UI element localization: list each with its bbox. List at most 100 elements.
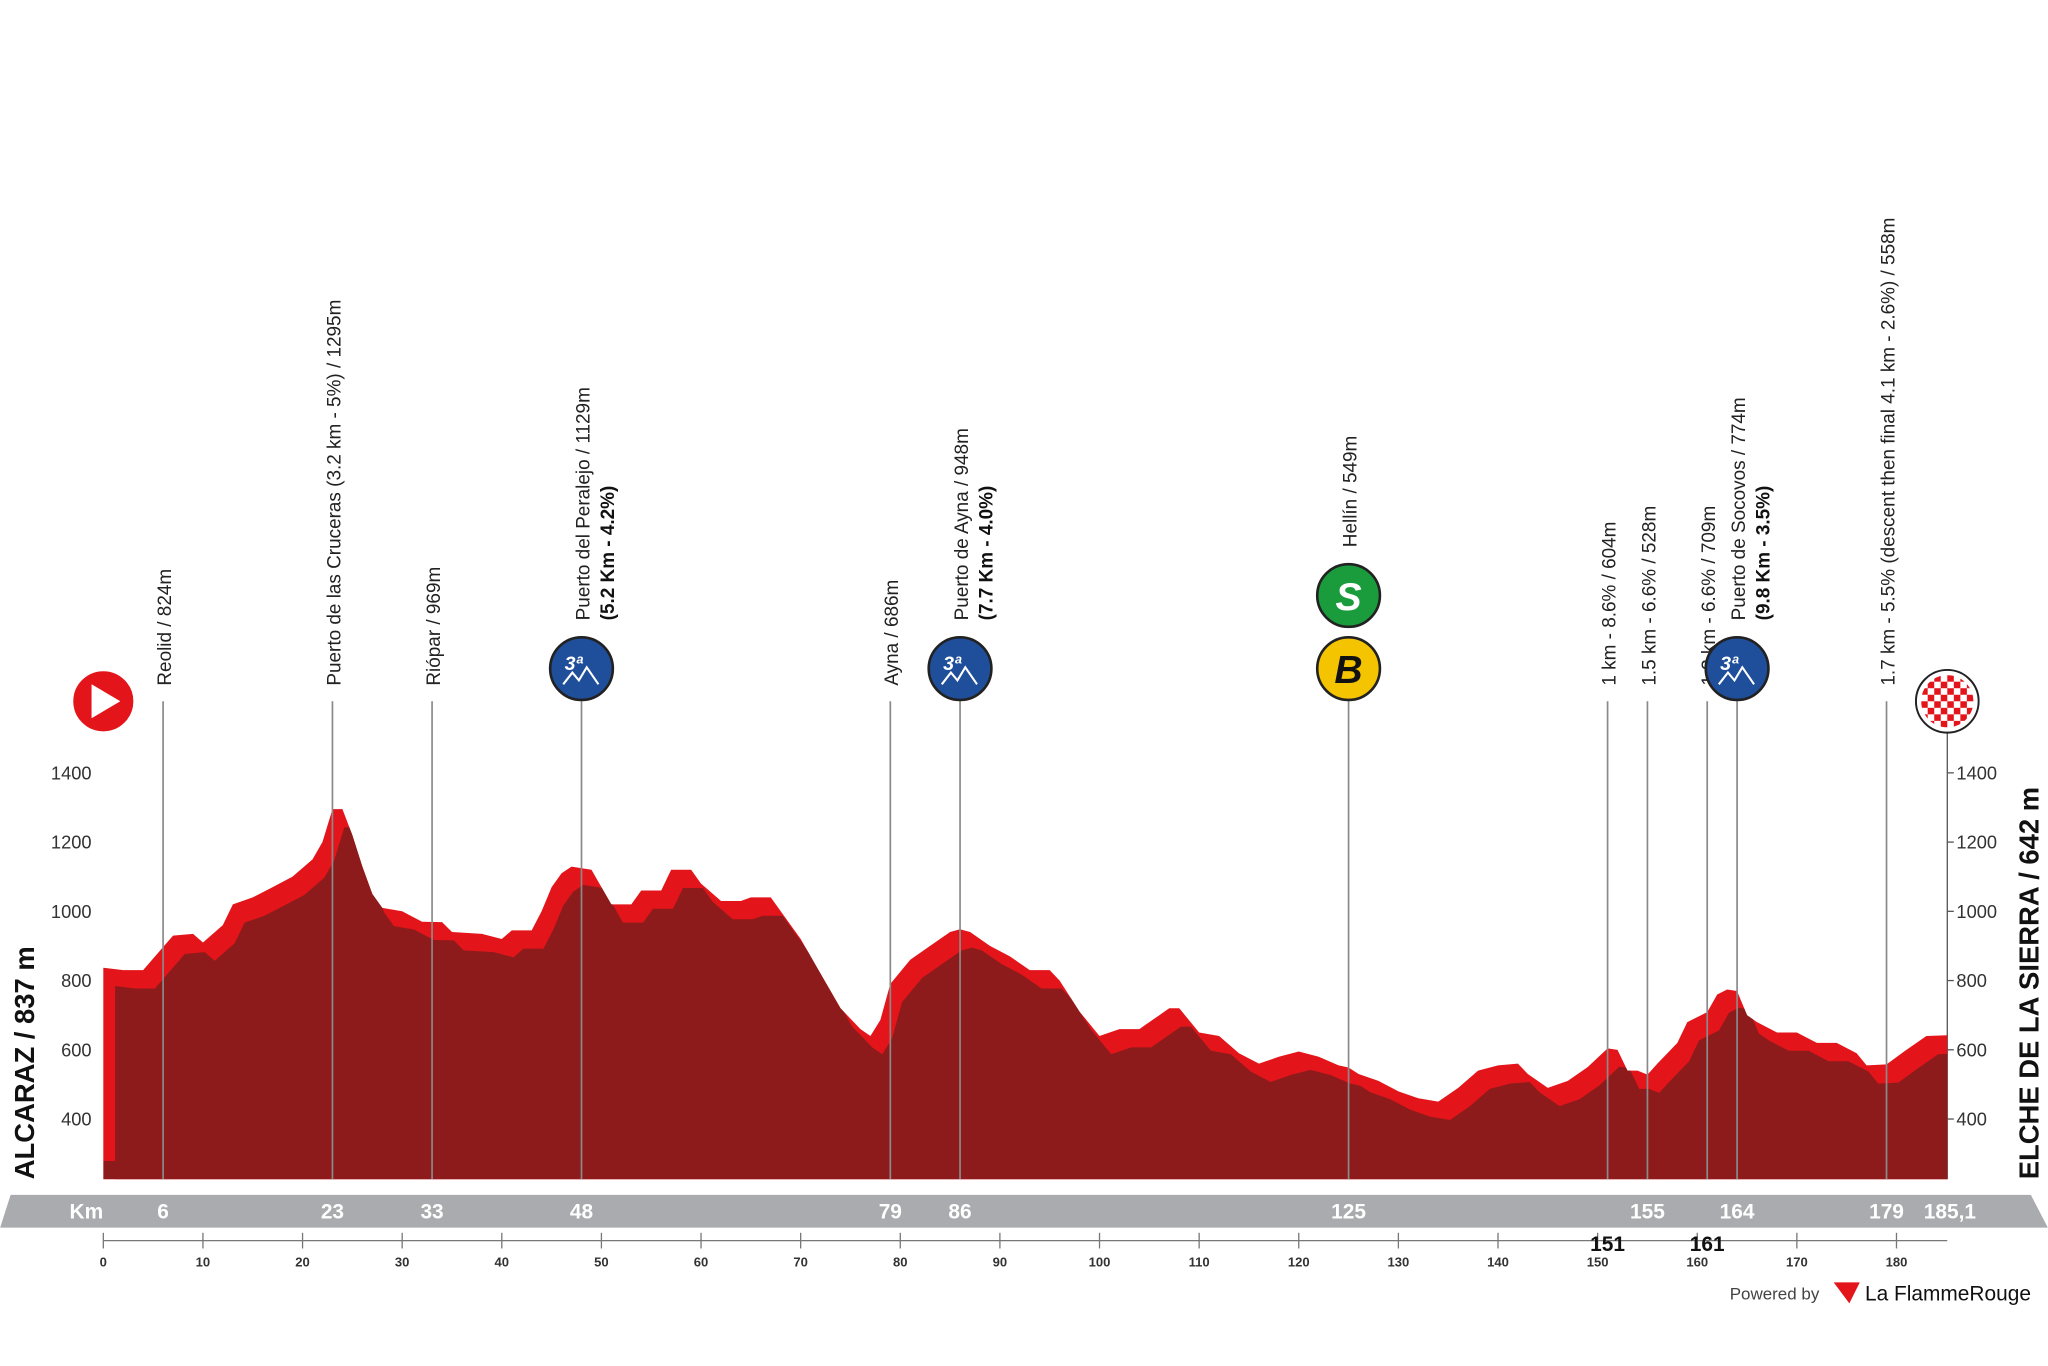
waypoint-label: 1.3 km - 6.6% / 709m — [1699, 506, 1720, 686]
climb-icon — [548, 635, 615, 702]
climb-icon-text: B — [1334, 649, 1362, 692]
x-tick-label: 80 — [893, 1255, 908, 1270]
annotation-layer: ALCARAZ / 837 m ELCHE DE LA SIERRA / 642 … — [9, 218, 2045, 1180]
y-tick-label: 800 — [61, 970, 91, 991]
km-marker: 161 — [1690, 1233, 1725, 1256]
x-tick-label: 50 — [594, 1255, 609, 1270]
waypoint-detail: (7.7 Km - 4.0%) — [977, 486, 998, 621]
x-tick-label: 70 — [793, 1255, 808, 1270]
waypoint-label: Hellín / 549m — [1340, 436, 1361, 547]
brand-logo — [1833, 1282, 1860, 1304]
checker-cell — [1940, 720, 1948, 728]
x-tick-label: 110 — [1189, 1255, 1210, 1270]
checker-cell — [1940, 681, 1948, 689]
x-tick-label: 90 — [993, 1255, 1008, 1270]
climb-icon-mountain — [940, 665, 978, 685]
x-tick-label: 150 — [1587, 1255, 1609, 1270]
x-tick-label: 100 — [1089, 1255, 1111, 1270]
waypoint-label: Puerto de Socovos / 774m — [1729, 397, 1750, 620]
checker-cell — [1947, 714, 1954, 721]
brand: La FlammeRouge — [1865, 1283, 2031, 1306]
km-marker: 23 — [321, 1200, 344, 1223]
checker-cell — [1953, 720, 1961, 728]
waypoint-label: Puerto del Peralejo / 1129m — [573, 387, 594, 620]
waypoint-label: 1.7 km - 5.5% (descent then final 4.1 km… — [1878, 218, 1899, 686]
y2-tick-label: 400 — [1956, 1109, 1986, 1130]
checker-cell — [1960, 701, 1967, 708]
checker-cell — [1953, 694, 1961, 702]
finish-label: ELCHE DE LA SIERRA / 642 m — [2014, 787, 2045, 1179]
y2-tick-label: 800 — [1956, 970, 1986, 991]
y2-tick-label: 1200 — [1956, 832, 1997, 853]
y-tick-label: 1000 — [51, 901, 92, 922]
km-marker: 33 — [420, 1200, 443, 1223]
x-tick-label: 40 — [495, 1255, 510, 1270]
y2-tick-label: 1400 — [1956, 762, 1997, 783]
checker-cell — [1927, 694, 1935, 702]
km-marker: 179 — [1869, 1200, 1904, 1223]
profile-shade-base — [103, 1160, 1948, 1180]
climb-icon — [1315, 562, 1382, 629]
y-tick-label: 400 — [61, 1109, 91, 1130]
climb-icon — [927, 635, 993, 702]
waypoint-label: 1.5 km - 6.6% / 528m — [1639, 506, 1660, 686]
finish-icon — [1914, 668, 1980, 734]
km-strip: Km 185,1 0 10 20 30 40 50 60 70 80 90 100 110 120 130 14… — [0, 1194, 2048, 1270]
x-tick-label: 160 — [1686, 1255, 1708, 1270]
km-marker: 79 — [879, 1200, 902, 1223]
checker-cell — [1934, 675, 1941, 682]
x-tick-label: 140 — [1487, 1255, 1509, 1270]
checker-cell — [1947, 688, 1954, 695]
y2-tick-label: 1000 — [1956, 901, 1997, 922]
climb-icon-text: 3ª — [943, 653, 962, 675]
x-tick-label: 20 — [295, 1255, 310, 1270]
climb-icon-mountain — [1717, 665, 1755, 685]
start-arrow — [91, 684, 121, 719]
x-tick-label: 170 — [1786, 1255, 1808, 1270]
powered-by: Powered by — [1730, 1284, 1820, 1303]
km-band — [0, 1194, 2048, 1228]
checker-cell — [1953, 707, 1961, 715]
x-tick-label: 10 — [196, 1255, 211, 1270]
waypoint-label: Riópar / 969m — [424, 567, 445, 686]
checker-cell — [1940, 694, 1948, 702]
km-marker: 48 — [570, 1200, 593, 1223]
km-marker: 125 — [1331, 1200, 1366, 1223]
waypoint-label: Reolid / 824m — [155, 569, 176, 686]
start-label: ALCARAZ / 837 m — [9, 946, 40, 1179]
km-marker: 155 — [1630, 1200, 1665, 1223]
checker-cell — [1960, 688, 1967, 695]
km-marker: 86 — [948, 1200, 971, 1223]
profile-shade-group — [103, 827, 1948, 1180]
km-label: Km — [70, 1200, 104, 1223]
y-tick-label: 600 — [61, 1039, 91, 1060]
profile-layer: 400 400 600 600 800 800 1000 1000 1200 1200 1400 14… — [51, 731, 1997, 1180]
waypoint-label: Puerto de Ayna / 948m — [952, 428, 973, 620]
checker-cell — [1947, 701, 1954, 708]
x-tick-label: 120 — [1288, 1255, 1310, 1270]
climb-icon-text: 3ª — [1720, 653, 1739, 675]
checker-cell — [1966, 694, 1974, 702]
checker-cell — [1953, 681, 1961, 689]
checker-cell — [1927, 707, 1935, 715]
checker-cell — [1934, 701, 1941, 708]
waypoint-label: 1 km - 8.6% / 604m — [1599, 522, 1620, 686]
x-tick-label: 30 — [395, 1255, 410, 1270]
waypoint-label: Ayna / 686m — [882, 580, 903, 686]
checker-cell — [1934, 714, 1941, 721]
checker-cell — [1966, 707, 1974, 715]
checker-cell — [1960, 714, 1967, 721]
checker-cell — [1921, 688, 1928, 695]
checker-cell — [1934, 688, 1941, 695]
climb-icon-text: S — [1336, 576, 1362, 619]
footer: Powered by La FlammeRouge — [1730, 1282, 2031, 1306]
finish-km: 185,1 — [1924, 1200, 1977, 1223]
y2-tick-label: 600 — [1956, 1039, 1986, 1060]
km-marker: 151 — [1590, 1233, 1625, 1256]
x-tick-label: 180 — [1886, 1255, 1908, 1270]
checker-cell — [1947, 675, 1954, 682]
y-tick-label: 1200 — [51, 832, 92, 853]
profile-shade — [115, 827, 1948, 1180]
